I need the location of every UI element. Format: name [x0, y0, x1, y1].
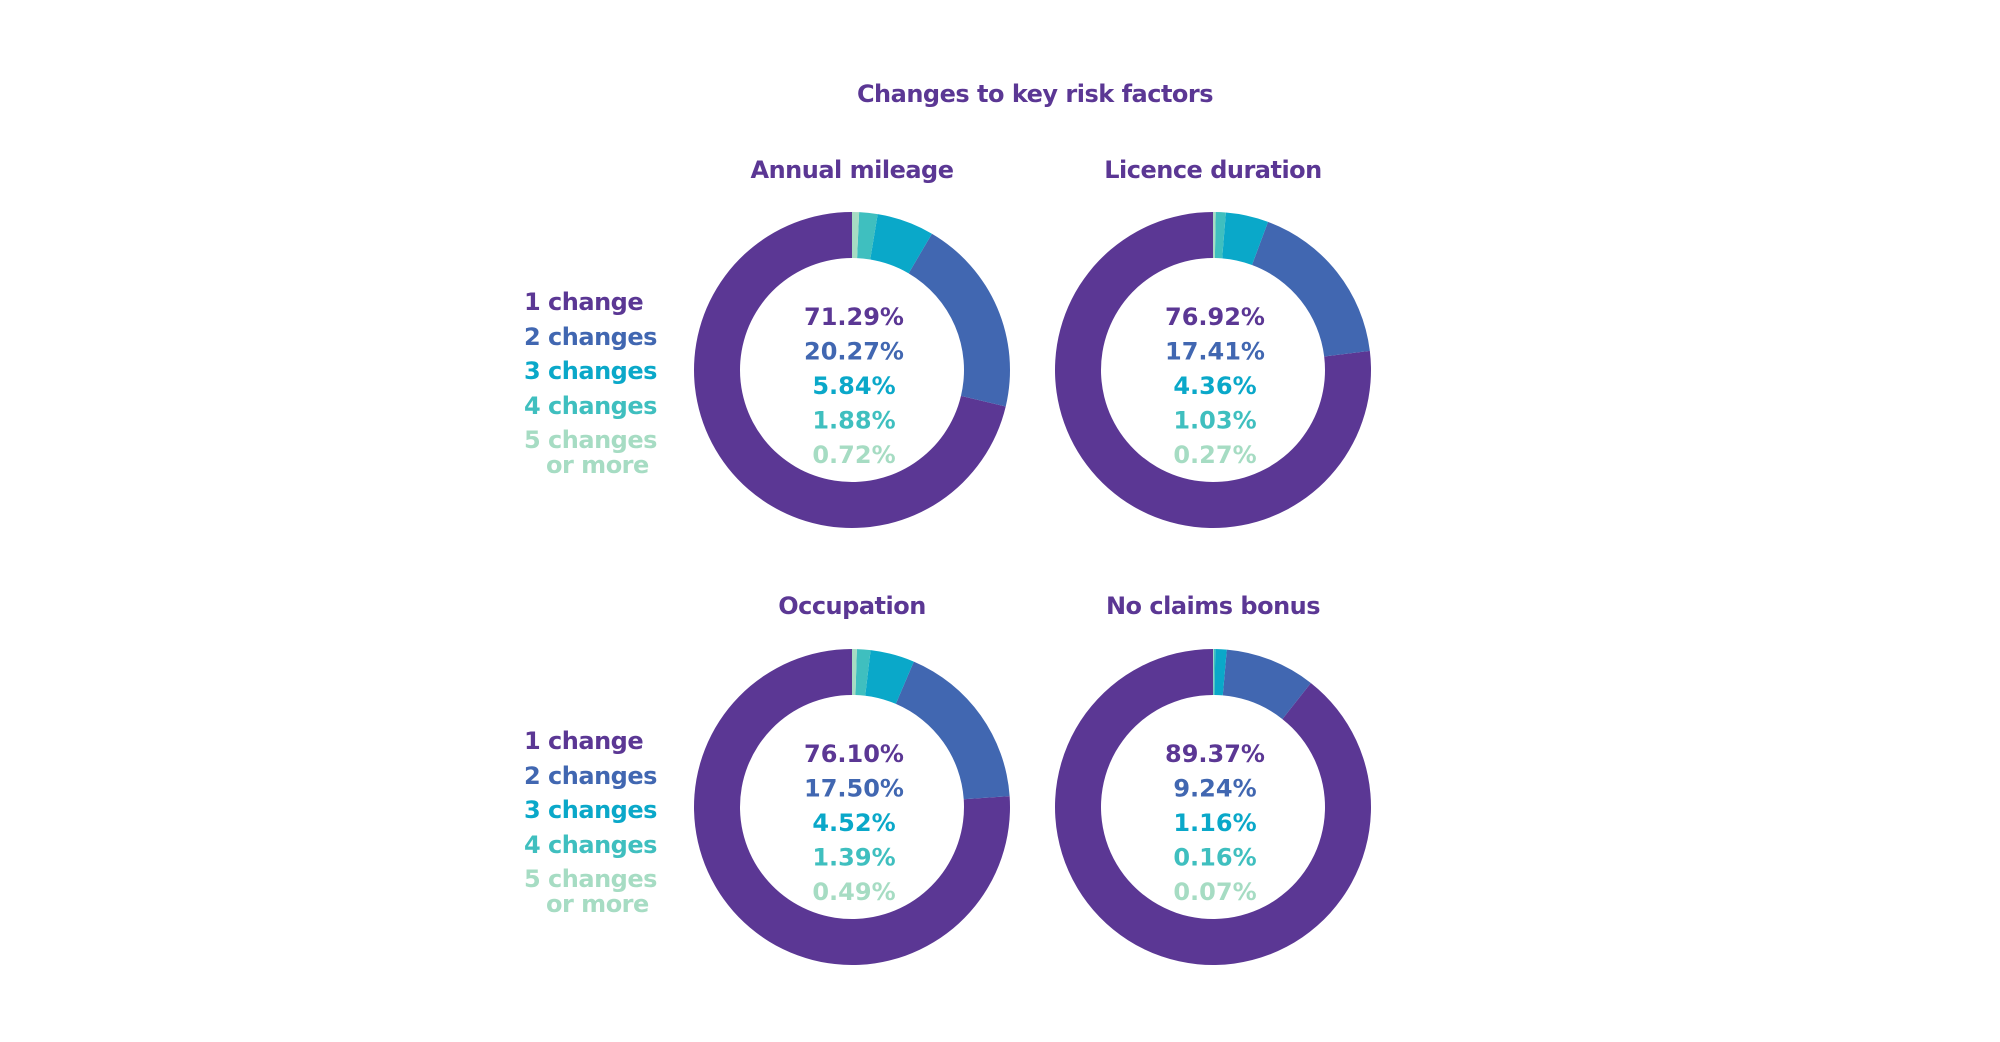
slice-licence-duration-3-changes	[1222, 212, 1269, 266]
chart-title-licence-duration: Licence duration	[1104, 156, 1322, 184]
legend-item-5-changes-or-more: 5 changes or more	[524, 423, 657, 478]
legend-item-5-line2: or more	[546, 451, 649, 479]
slice-occupation-2-changes	[895, 661, 1010, 800]
chart-title-occupation: Occupation	[778, 592, 926, 620]
data-label-occupation-4-changes: 1.39%	[812, 844, 895, 872]
legend-item-4-changes: 4 changes	[524, 391, 657, 420]
data-label-annual-mileage-1-change: 71.29%	[804, 303, 904, 331]
slice-no-claims-bonus-3-changes	[1214, 649, 1227, 696]
data-label-occupation-2-changes: 17.50%	[804, 775, 904, 803]
donut-annual-mileage: 71.29% 20.27% 5.84% 1.88% 0.72%	[694, 212, 1010, 528]
data-label-no-claims-bonus-2-changes: 9.24%	[1173, 775, 1256, 803]
legend-item-1-change: 1 change	[524, 288, 644, 316]
legend-item-3-changes: 3 changes	[524, 796, 657, 824]
slice-no-claims-bonus-2-changes	[1222, 649, 1311, 720]
slice-occupation-4-changes	[855, 649, 871, 696]
data-label-licence-duration-5-changes-or-more: 0.27%	[1173, 441, 1256, 469]
legend-bottom: 1 change 2 changes 3 changes 4 changes 5…	[524, 724, 657, 917]
data-label-annual-mileage-2-changes: 20.27%	[804, 338, 904, 366]
legend-item-5-line1: 5 changes	[524, 426, 657, 454]
slice-no-claims-bonus-1-change	[1055, 648, 1371, 965]
data-label-licence-duration-3-changes: 4.36%	[1173, 372, 1256, 400]
slice-annual-mileage-1-change	[694, 212, 1006, 528]
slice-annual-mileage-3-changes	[870, 214, 932, 274]
slice-annual-mileage-2-changes	[908, 233, 1010, 407]
slice-no-claims-bonus-5-changes-or-more	[1213, 649, 1214, 696]
legend-item-5-changes-or-more: 5 changes or more	[524, 862, 657, 917]
legend-top: 1 change 2 changes 3 changes 4 changes 5…	[524, 285, 657, 478]
data-label-licence-duration-1-change: 76.92%	[1165, 303, 1265, 331]
slice-licence-duration-2-changes	[1251, 221, 1370, 357]
data-label-occupation-1-change: 76.10%	[804, 740, 904, 768]
donut-occupation: 76.10% 17.50% 4.52% 1.39% 0.49%	[694, 649, 1011, 965]
donut-licence-duration: 76.92% 17.41% 4.36% 1.03% 0.27%	[1055, 212, 1371, 528]
main-title: Changes to key risk factors	[856, 80, 1214, 108]
slice-no-claims-bonus-4-changes	[1213, 649, 1216, 696]
data-label-annual-mileage-3-changes: 5.84%	[812, 372, 895, 400]
slice-licence-duration-5-changes-or-more	[1213, 212, 1216, 259]
slice-occupation-5-changes-or-more	[852, 649, 857, 696]
slice-licence-duration-4-changes	[1214, 212, 1226, 259]
chart-title-no-claims-bonus: No claims bonus	[1105, 592, 1321, 620]
data-label-occupation-5-changes-or-more: 0.49%	[812, 878, 895, 906]
data-label-occupation-3-changes: 4.52%	[812, 809, 895, 837]
data-label-no-claims-bonus-3-changes: 1.16%	[1173, 809, 1256, 837]
legend-item-5-line1: 5 changes	[524, 865, 657, 893]
data-label-no-claims-bonus-4-changes: 0.16%	[1173, 844, 1256, 872]
data-label-annual-mileage-4-changes: 1.88%	[812, 407, 895, 435]
legend-item-1-change: 1 change	[524, 727, 644, 755]
slice-occupation-3-changes	[865, 650, 914, 704]
data-label-no-claims-bonus-5-changes-or-more: 0.07%	[1173, 878, 1256, 906]
data-label-no-claims-bonus-1-change: 89.37%	[1165, 740, 1265, 768]
legend-item-3-changes: 3 changes	[524, 357, 657, 385]
legend-item-2-changes: 2 changes	[524, 761, 657, 790]
slice-annual-mileage-5-changes-or-more	[852, 212, 860, 259]
legend-item-5-line2: or more	[546, 890, 649, 918]
donut-no-claims-bonus: 89.37% 9.24% 1.16% 0.16% 0.07%	[1055, 648, 1371, 965]
legend-item-2-changes: 2 changes	[524, 322, 657, 351]
legend-item-4-changes: 4 changes	[524, 830, 657, 859]
data-label-licence-duration-2-changes: 17.41%	[1165, 338, 1265, 366]
chart-title-annual-mileage: Annual mileage	[750, 156, 955, 184]
slice-annual-mileage-4-changes	[857, 212, 878, 260]
data-label-annual-mileage-5-changes-or-more: 0.72%	[812, 441, 895, 469]
data-label-licence-duration-4-changes: 1.03%	[1173, 407, 1256, 435]
